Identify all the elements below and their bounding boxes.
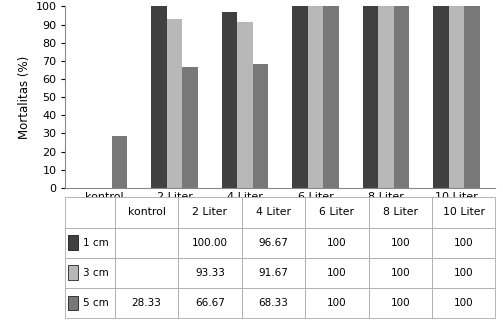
Bar <box>432 257 495 288</box>
Text: 100: 100 <box>454 268 473 278</box>
Bar <box>432 228 495 257</box>
Bar <box>183 67 198 188</box>
Bar <box>305 288 369 318</box>
Bar <box>394 6 409 188</box>
Bar <box>65 228 115 257</box>
Text: 5 cm: 5 cm <box>83 298 109 308</box>
Bar <box>68 235 78 250</box>
Bar <box>222 13 237 188</box>
Bar <box>115 257 178 288</box>
Bar <box>65 197 115 228</box>
Bar <box>151 6 167 188</box>
Bar <box>65 257 115 288</box>
Bar <box>369 228 432 257</box>
Text: 8 Liter: 8 Liter <box>383 207 418 217</box>
Bar <box>115 288 178 318</box>
Text: 100: 100 <box>454 238 473 247</box>
Bar <box>112 136 127 188</box>
Text: 96.67: 96.67 <box>259 238 288 247</box>
Y-axis label: Mortalitas (%): Mortalitas (%) <box>18 56 31 139</box>
Text: 68.33: 68.33 <box>259 298 288 308</box>
Bar <box>178 288 242 318</box>
Bar <box>323 6 339 188</box>
Text: 1 cm: 1 cm <box>83 238 109 247</box>
Bar <box>242 228 305 257</box>
Bar <box>178 228 242 257</box>
Bar <box>242 257 305 288</box>
Bar <box>237 22 253 188</box>
Bar <box>305 228 369 257</box>
Text: 100: 100 <box>390 298 410 308</box>
Bar <box>68 296 78 310</box>
Text: 100: 100 <box>327 268 347 278</box>
Bar <box>242 288 305 318</box>
Bar <box>68 265 78 280</box>
Text: 100: 100 <box>327 238 347 247</box>
Bar <box>305 257 369 288</box>
Bar <box>369 257 432 288</box>
Text: 91.67: 91.67 <box>259 268 288 278</box>
Text: 100: 100 <box>327 298 347 308</box>
Text: 100: 100 <box>390 238 410 247</box>
Bar <box>363 6 378 188</box>
Text: 4 Liter: 4 Liter <box>256 207 291 217</box>
Bar <box>242 197 305 228</box>
Bar <box>464 6 480 188</box>
Text: 93.33: 93.33 <box>195 268 225 278</box>
Bar <box>178 197 242 228</box>
Bar <box>449 6 464 188</box>
Bar <box>253 64 269 188</box>
Text: 6 Liter: 6 Liter <box>319 207 355 217</box>
Bar <box>115 228 178 257</box>
Bar <box>369 197 432 228</box>
Text: 100: 100 <box>390 268 410 278</box>
Bar <box>65 288 115 318</box>
Text: 2 Liter: 2 Liter <box>193 207 227 217</box>
Bar <box>115 197 178 228</box>
Bar <box>167 19 183 188</box>
Text: 3 cm: 3 cm <box>83 268 109 278</box>
Bar <box>432 288 495 318</box>
Bar <box>434 6 449 188</box>
Bar <box>432 197 495 228</box>
Bar <box>305 197 369 228</box>
Bar <box>178 257 242 288</box>
Bar <box>378 6 394 188</box>
Text: 66.67: 66.67 <box>195 298 225 308</box>
Text: 10 Liter: 10 Liter <box>443 207 485 217</box>
Bar <box>369 288 432 318</box>
Text: kontrol: kontrol <box>128 207 165 217</box>
Text: 100.00: 100.00 <box>192 238 228 247</box>
Text: 100: 100 <box>454 298 473 308</box>
Bar <box>308 6 323 188</box>
Bar <box>292 6 308 188</box>
Text: 28.33: 28.33 <box>132 298 161 308</box>
